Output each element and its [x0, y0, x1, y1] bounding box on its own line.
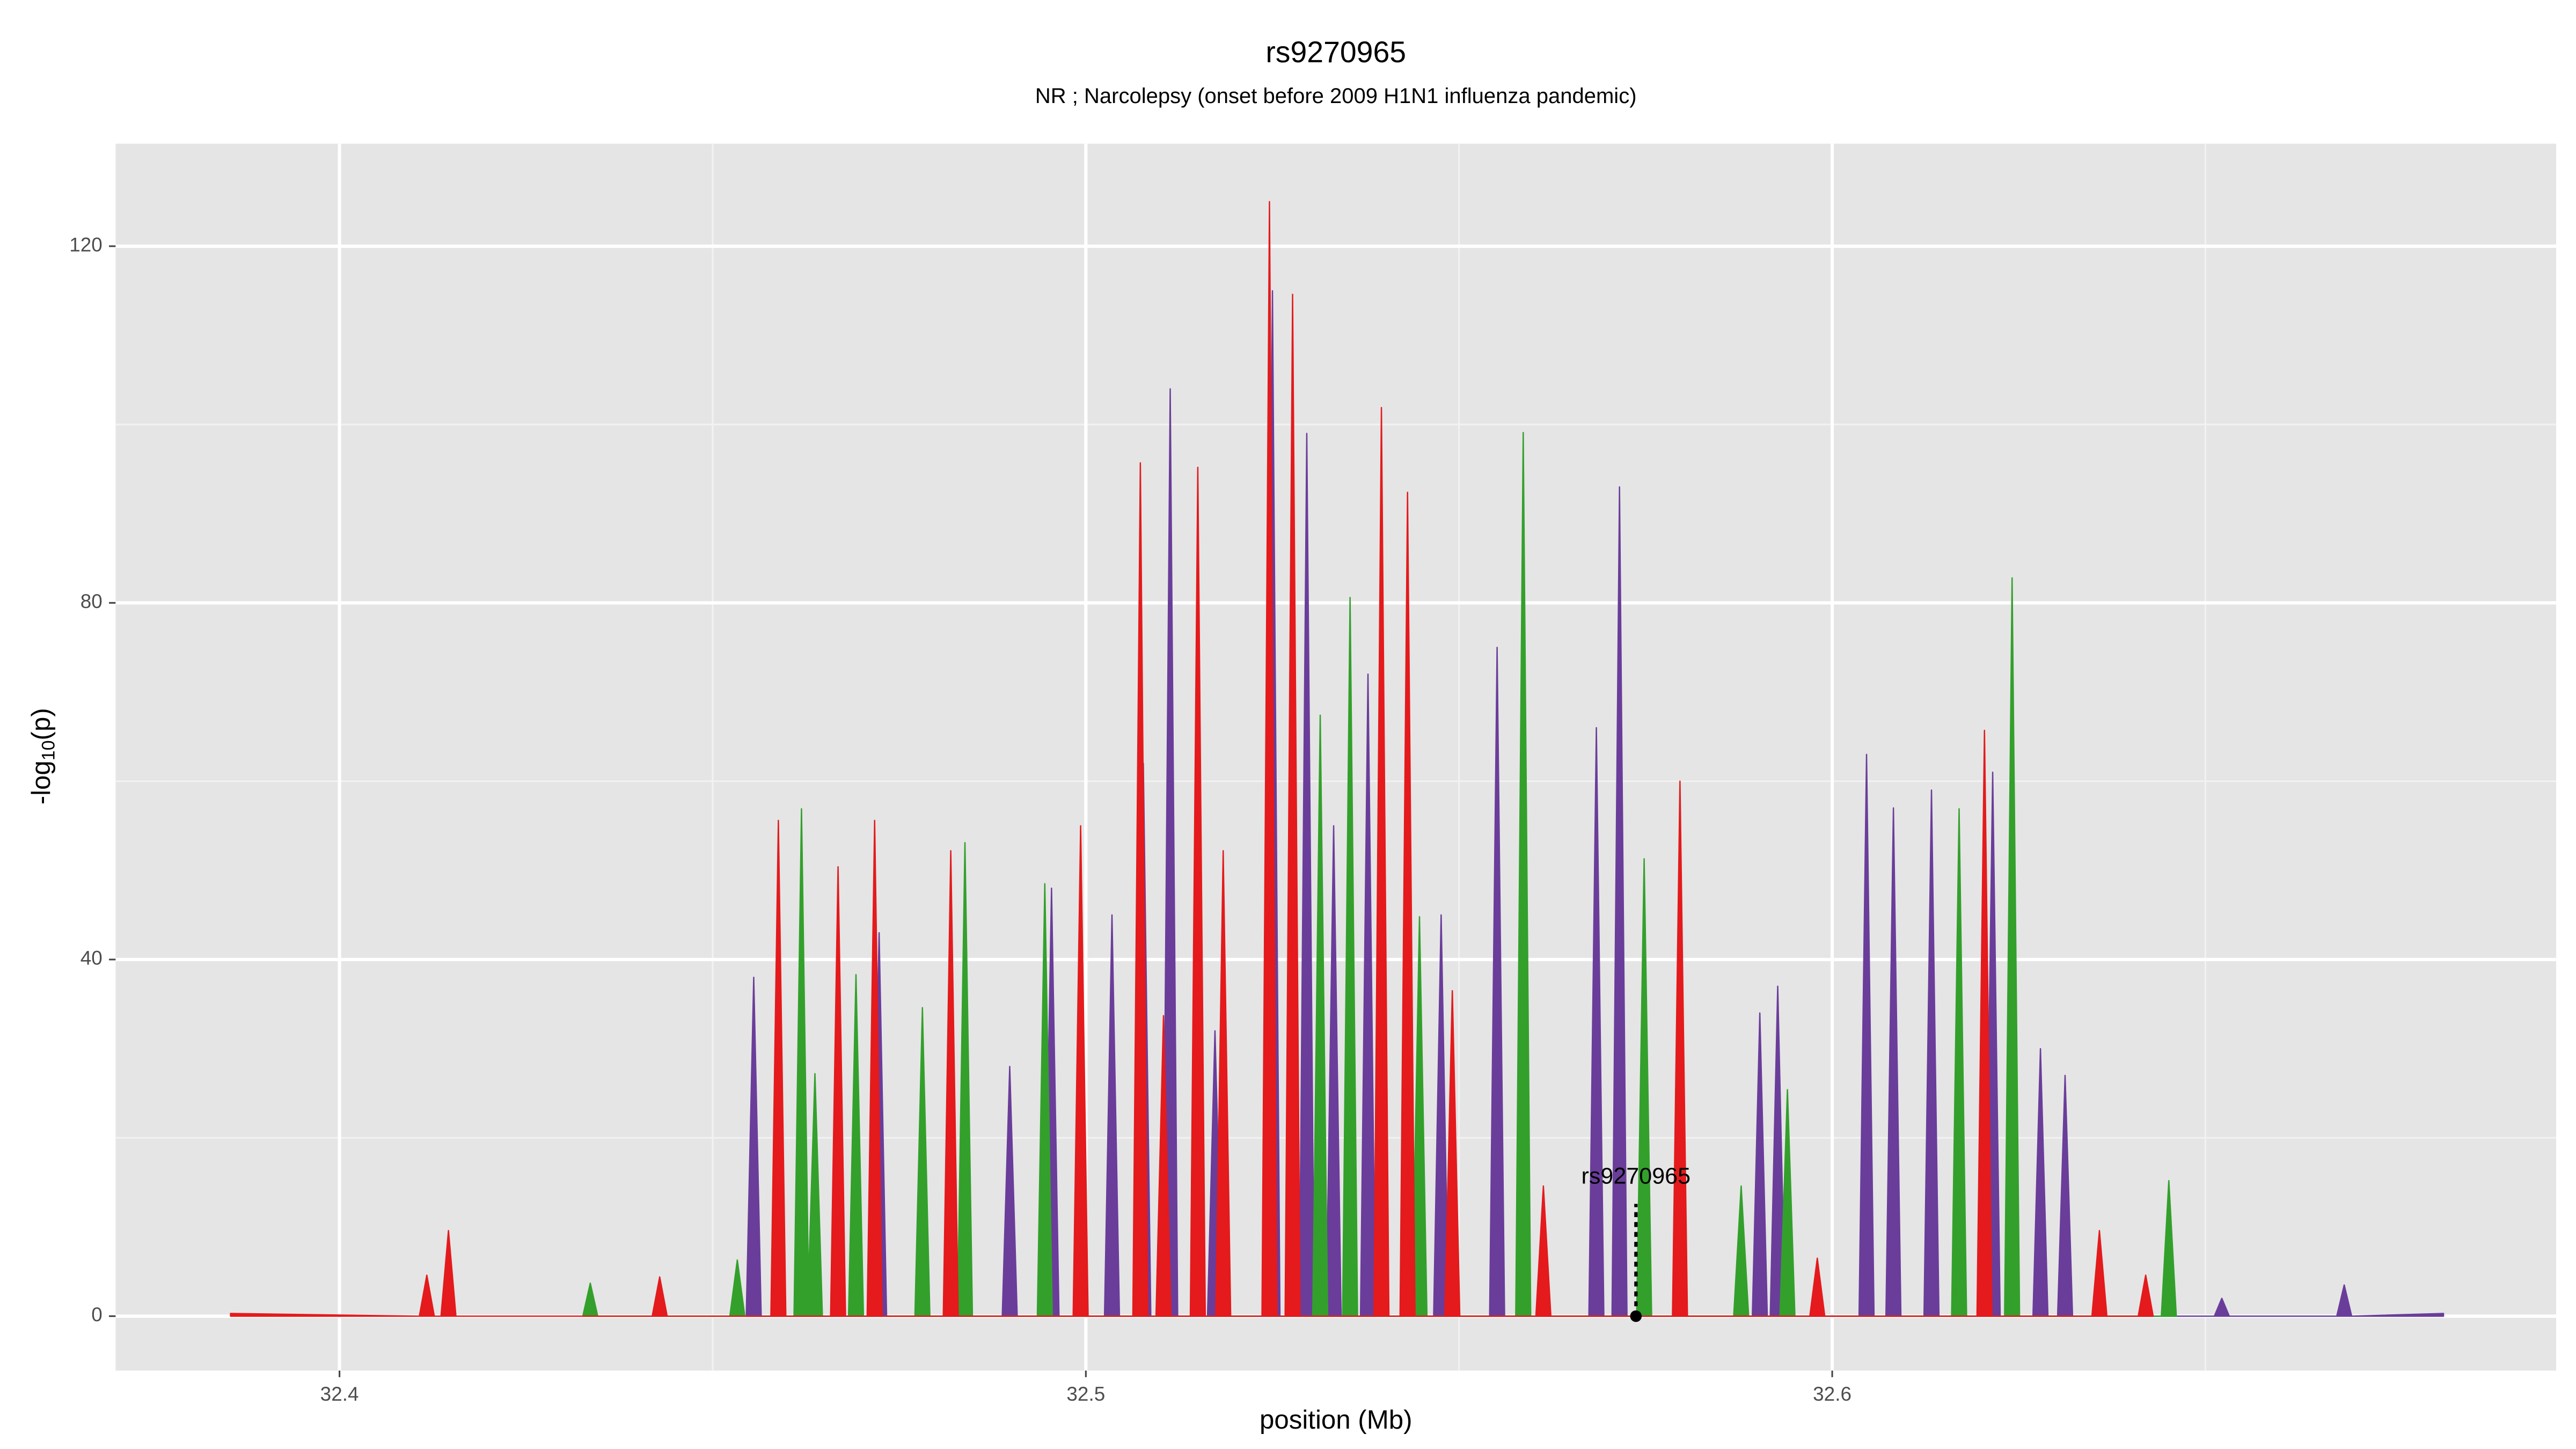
x-tick-label: 32.4	[320, 1383, 359, 1405]
x-tick-label: 32.5	[1066, 1383, 1105, 1405]
area-series	[745, 290, 2445, 1317]
chart-subtitle: NR ; Narcolepsy (onset before 2009 H1N1 …	[1035, 84, 1637, 108]
y-axis-label: -log10(p)	[26, 708, 58, 804]
annotation-point	[1630, 1310, 1642, 1322]
y-tick-label: 80	[80, 590, 103, 612]
y-label-sub: 10	[38, 740, 58, 760]
y-label-tail: (p)	[26, 708, 56, 740]
x-axis-label: position (Mb)	[1260, 1405, 1412, 1435]
y-tick-label: 0	[91, 1304, 103, 1326]
y-tick-label: 40	[80, 947, 103, 969]
annotation-label: rs9270965	[1582, 1163, 1691, 1189]
x-tick-label: 32.6	[1813, 1383, 1851, 1405]
y-label-text: -log	[26, 760, 56, 804]
chart-title: rs9270965	[1265, 35, 1406, 69]
area-series	[230, 201, 2154, 1317]
y-tick-label: 120	[69, 234, 103, 256]
